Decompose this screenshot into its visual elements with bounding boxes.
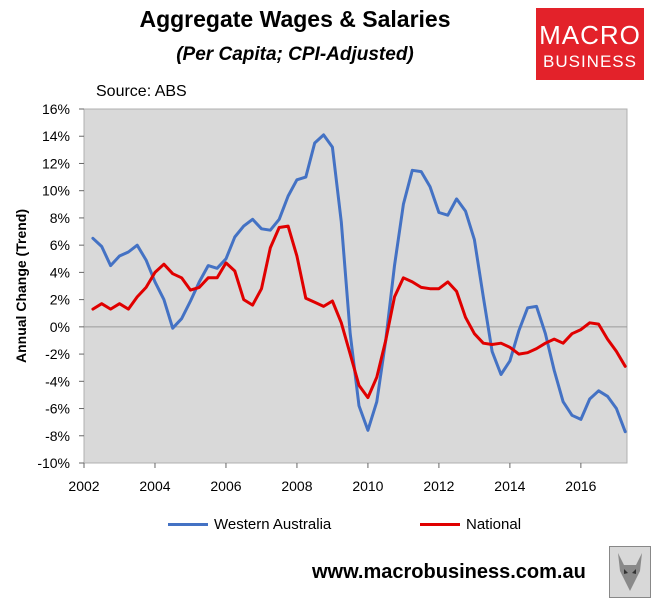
x-axis-ticks: 2002 2004 2006 2008 2010 2012 2014 2016 xyxy=(68,463,597,494)
x-tick-label: 2008 xyxy=(281,478,312,494)
x-tick-label: 2004 xyxy=(139,478,170,494)
y-tick-label: 8% xyxy=(50,210,70,226)
legend-item-western-australia: Western Australia xyxy=(168,516,331,533)
y-tick-label: 12% xyxy=(42,155,70,171)
macrobusiness-logo: MACRO BUSINESS xyxy=(536,8,644,80)
x-tick-label: 2010 xyxy=(352,478,383,494)
x-tick-label: 2006 xyxy=(210,478,241,494)
legend-swatch-western-australia xyxy=(168,523,208,526)
logo-line-1: MACRO xyxy=(539,20,641,50)
legend-item-national: National xyxy=(420,516,521,533)
y-tick-label: -4% xyxy=(45,373,70,389)
y-tick-label: -10% xyxy=(37,455,70,471)
series-line-national xyxy=(91,224,627,400)
legend-label-national: National xyxy=(466,516,522,533)
legend-swatch-national xyxy=(420,523,460,526)
wolf-icon xyxy=(618,553,642,591)
x-tick-label: 2012 xyxy=(423,478,454,494)
y-tick-label: 16% xyxy=(42,101,70,117)
y-tick-label: 10% xyxy=(42,183,70,199)
y-tick-label: -6% xyxy=(45,401,70,417)
y-axis-label: Annual Change (Trend) xyxy=(13,209,29,363)
plot-area xyxy=(83,108,628,464)
y-tick-label: 14% xyxy=(42,128,70,144)
y-tick-label: 0% xyxy=(50,319,70,335)
x-tick-label: 2016 xyxy=(565,478,596,494)
x-tick-label: 2014 xyxy=(494,478,525,494)
series-layer xyxy=(91,133,627,434)
y-tick-label: -2% xyxy=(45,346,70,362)
y-tick-label: 2% xyxy=(50,292,70,308)
y-axis-ticks: 16% 14% 12% 10% 8% 6% 4% 2% 0% -2% -4% -6% -8% -10% xyxy=(37,101,84,471)
website-url: www.macrobusiness.com.au xyxy=(312,561,586,583)
y-tick-label: 4% xyxy=(50,264,70,280)
logo-line-2: BUSINESS xyxy=(543,52,637,71)
series-line-western-australia xyxy=(91,133,627,434)
x-tick-label: 2002 xyxy=(68,478,99,494)
chart-subtitle: (Per Capita; CPI-Adjusted) xyxy=(176,44,414,65)
y-tick-label: 6% xyxy=(50,237,70,253)
y-tick-label: -8% xyxy=(45,428,70,444)
wolf-logo-image xyxy=(609,546,651,598)
legend-label-western-australia: Western Australia xyxy=(214,516,332,533)
source-note: Source: ABS xyxy=(96,83,187,100)
chart-title: Aggregate Wages & Salaries xyxy=(139,6,451,32)
